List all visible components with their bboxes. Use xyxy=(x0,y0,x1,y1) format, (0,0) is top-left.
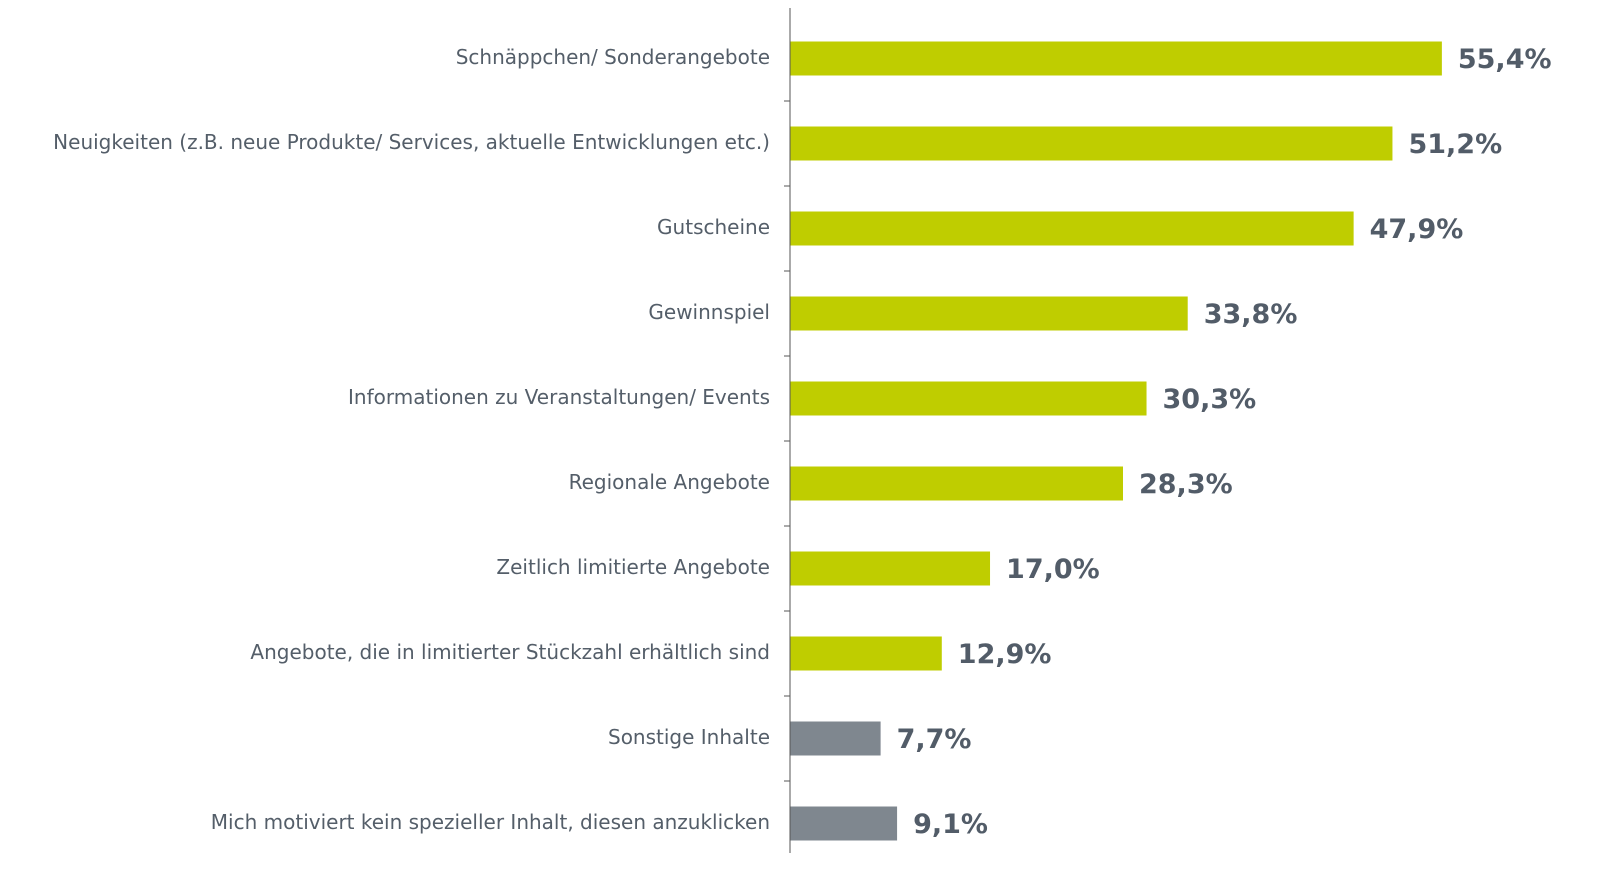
value-label: 12,9% xyxy=(958,639,1052,670)
category-label: Schnäppchen/ Sonderangebote xyxy=(456,45,770,69)
bar xyxy=(790,211,1354,246)
category-label: Angebote, die in limitierter Stückzahl e… xyxy=(250,640,770,664)
category-label: Zeitlich limitierte Angebote xyxy=(496,555,770,579)
bar xyxy=(790,381,1147,416)
value-label: 7,7% xyxy=(897,724,972,755)
category-label: Regionale Angebote xyxy=(569,470,770,494)
bar xyxy=(790,806,898,841)
bar xyxy=(790,126,1393,161)
value-label: 9,1% xyxy=(913,809,988,840)
category-label: Mich motiviert kein spezieller Inhalt, d… xyxy=(211,810,770,834)
value-label: 33,8% xyxy=(1204,299,1298,330)
bar xyxy=(790,721,881,756)
category-label: Gutscheine xyxy=(657,215,770,239)
bar xyxy=(790,466,1123,501)
category-label: Informationen zu Veranstaltungen/ Events xyxy=(348,385,770,409)
category-label: Neuigkeiten (z.B. neue Produkte/ Service… xyxy=(53,130,770,154)
bar xyxy=(790,41,1442,76)
bar xyxy=(790,551,991,586)
bar xyxy=(790,636,942,671)
category-label: Sonstige Inhalte xyxy=(608,725,770,749)
value-label: 28,3% xyxy=(1139,469,1233,500)
value-label: 17,0% xyxy=(1006,554,1100,585)
value-label: 55,4% xyxy=(1458,44,1552,75)
value-label: 51,2% xyxy=(1408,129,1502,160)
value-label: 47,9% xyxy=(1370,214,1464,245)
value-label: 30,3% xyxy=(1163,384,1257,415)
category-label: Gewinnspiel xyxy=(648,300,770,324)
bar xyxy=(790,296,1188,331)
